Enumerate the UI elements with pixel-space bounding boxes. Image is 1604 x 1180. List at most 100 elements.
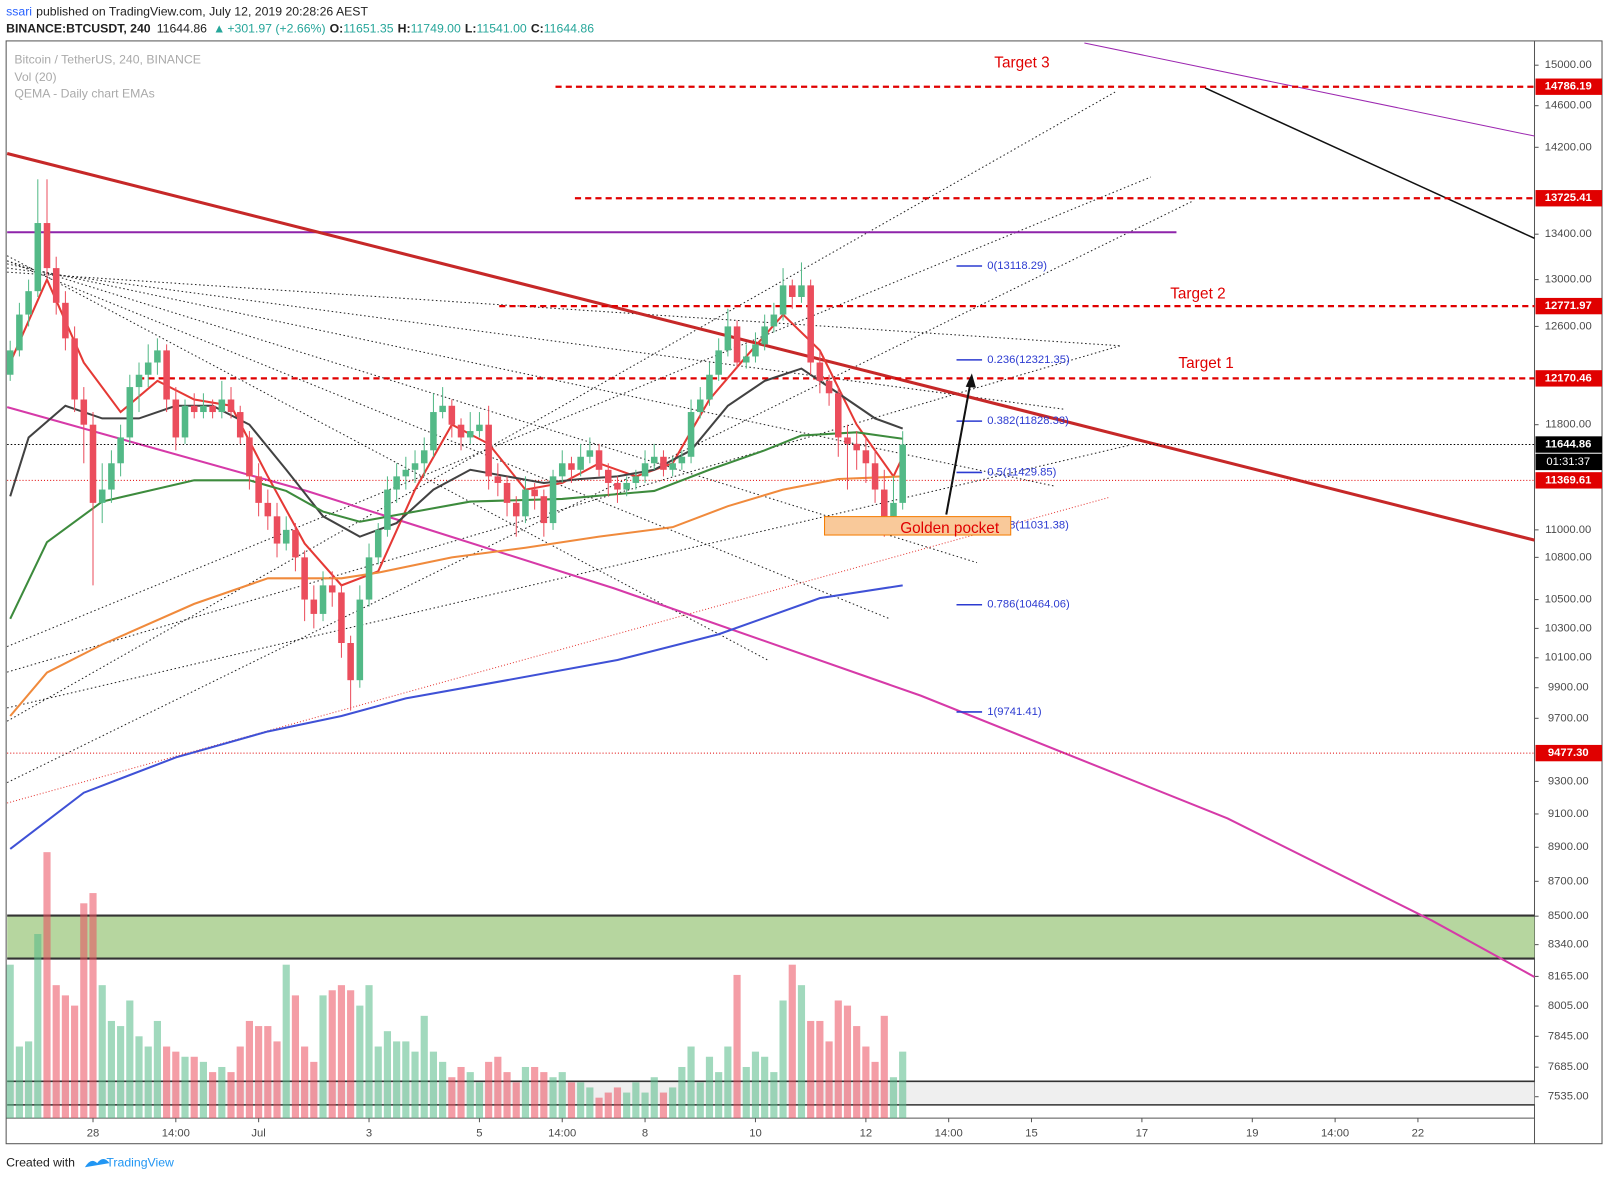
volume-bar	[503, 1072, 511, 1119]
volume-bar	[181, 1056, 189, 1119]
volume-bar	[475, 1082, 484, 1119]
volume-bar	[172, 1051, 180, 1119]
candle-body	[586, 450, 594, 457]
ohlc-key: C:	[531, 22, 544, 36]
volume-bar	[880, 1015, 888, 1119]
volume-bar	[567, 1082, 576, 1119]
candle-body	[742, 356, 750, 363]
candle-body	[761, 326, 768, 345]
volume-bar	[531, 1066, 539, 1119]
y-tick-label: 10800.00	[1545, 551, 1592, 563]
symbol: BINANCE:BTCUSDT, 240	[6, 22, 151, 36]
price-label: 9477.30	[1548, 747, 1589, 759]
candle-body	[899, 444, 906, 503]
x-tick-label: Jul	[251, 1127, 265, 1139]
x-tick-label: 14:00	[935, 1127, 963, 1139]
volume-bar	[365, 985, 373, 1119]
volume-bar	[439, 1061, 447, 1119]
candle-body	[540, 496, 548, 524]
volume-bar	[71, 1005, 79, 1119]
candle-body	[98, 489, 106, 503]
candle-body	[71, 338, 78, 400]
legend-item: Bitcoin / TetherUS, 240, BINANCE	[14, 53, 201, 67]
y-tick-label: 8340.00	[1548, 939, 1589, 951]
trendlines	[6, 42, 1535, 978]
y-tick-label: 10300.00	[1545, 622, 1592, 634]
candle-body	[706, 374, 713, 400]
price-label-box	[1535, 190, 1603, 207]
volume-bar	[98, 985, 106, 1119]
volume-bar	[383, 1031, 392, 1119]
volume-bar	[586, 1087, 594, 1119]
volume-bar	[429, 1051, 438, 1119]
volume-bar	[512, 1082, 520, 1119]
volume-bar	[751, 1051, 760, 1119]
countdown: 01:31:37	[1546, 456, 1590, 468]
target-label: Target 1	[1178, 355, 1233, 372]
golden-pocket-box	[824, 516, 1012, 536]
candle-body	[338, 592, 345, 644]
candle-body	[402, 469, 410, 477]
y-tick-label: 14200.00	[1545, 141, 1592, 153]
candle-body	[476, 424, 483, 432]
volume-bar	[862, 1046, 870, 1119]
y-tick-label: 14600.00	[1545, 100, 1592, 112]
x-tick-label: 12	[860, 1127, 873, 1139]
x-tick-label: 17	[1136, 1127, 1149, 1139]
ema-line	[9, 277, 904, 587]
y-tick-label: 8165.00	[1548, 970, 1589, 982]
candle-body	[568, 463, 575, 470]
volume-bar	[724, 1046, 732, 1119]
candle-body	[715, 350, 722, 375]
candle-body	[604, 469, 612, 483]
candle-body	[816, 362, 824, 381]
published: published on TradingView.com, July 12, 2…	[36, 5, 368, 19]
candle-body	[825, 380, 833, 394]
volume-bar	[301, 1046, 309, 1119]
trend-line	[1204, 87, 1535, 240]
price-label: 12771.97	[1545, 300, 1592, 312]
chart-root: ssari published on TradingView.com, July …	[5, 5, 1603, 1169]
y-tick-label: 8700.00	[1548, 875, 1589, 887]
candle-body	[807, 285, 814, 363]
candle-body	[531, 489, 538, 497]
price-label: 12170.46	[1545, 372, 1592, 384]
volume-bar	[107, 1020, 115, 1119]
candle-body	[52, 268, 60, 303]
ohlc-value: 11541.00	[476, 22, 526, 36]
y-tick-label: 9300.00	[1548, 775, 1589, 787]
volume-bar	[15, 1046, 23, 1119]
candle-body	[227, 399, 235, 413]
fib-label: 0(13118.29)	[987, 260, 1047, 272]
volume-bar	[779, 1000, 787, 1119]
publish-line: ssari published on TradingView.com, July …	[6, 5, 368, 19]
volume-bar	[209, 1072, 217, 1119]
x-tick-label: 15	[1025, 1127, 1038, 1139]
candle-body	[356, 599, 364, 681]
volume-bar	[402, 1041, 410, 1119]
volume-bar	[347, 990, 355, 1119]
candle-body	[218, 399, 226, 413]
volume-bar	[623, 1092, 631, 1119]
y-tick-label: 13000.00	[1545, 274, 1592, 286]
candle-body	[117, 437, 124, 464]
candle-body	[669, 463, 676, 470]
candle-body	[374, 529, 382, 558]
ema-line	[9, 431, 903, 620]
candle-body	[614, 482, 621, 490]
fib-label: 0.382(11828.33)	[987, 415, 1069, 427]
volume-bar	[34, 933, 42, 1119]
volume-bar	[282, 964, 290, 1119]
candle-body	[347, 643, 354, 681]
arrow-line	[945, 380, 972, 515]
candle-body	[135, 374, 143, 388]
candle-body	[641, 463, 649, 477]
y-tick-label: 11000.00	[1545, 524, 1591, 536]
candle-body	[558, 463, 566, 477]
candle-layer	[6, 179, 906, 711]
candle-body	[687, 412, 695, 457]
x-tick-label: 19	[1246, 1127, 1259, 1139]
trend-line	[6, 406, 1535, 978]
candle-body	[365, 557, 373, 600]
candle-body	[733, 326, 741, 363]
